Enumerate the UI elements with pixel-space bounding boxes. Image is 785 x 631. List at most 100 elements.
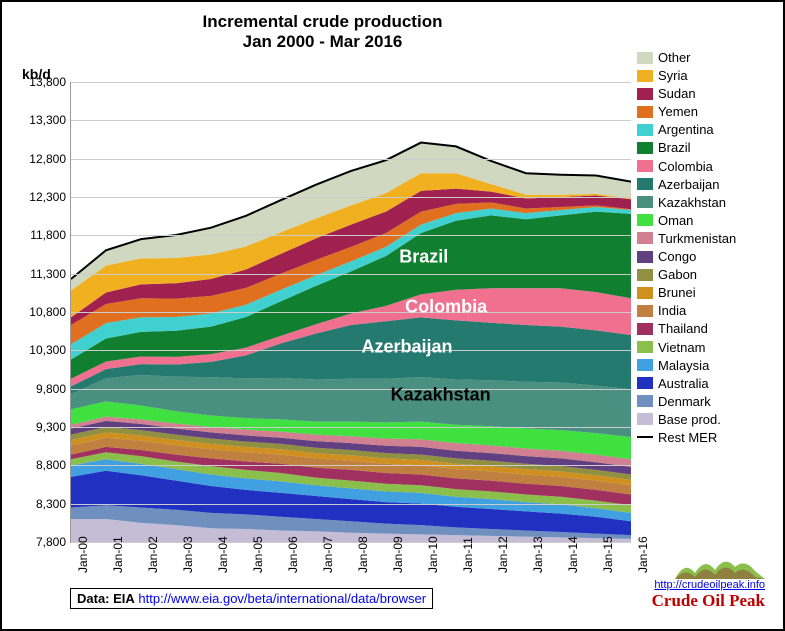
ytick-label: 8,300 — [21, 497, 66, 511]
legend-label: Yemen — [658, 104, 698, 119]
gridline-h — [71, 350, 631, 351]
branding: http://crudeoilpeak.info Crude Oil Peak — [652, 555, 765, 611]
legend-item: Azerbaijan — [637, 177, 767, 192]
legend-item: Rest MER — [637, 430, 767, 445]
legend-label: Australia — [658, 376, 709, 391]
legend-label: Oman — [658, 213, 693, 228]
ytick-label: 10,800 — [21, 305, 66, 319]
legend-item: India — [637, 303, 767, 318]
legend-item: Kazakhstan — [637, 195, 767, 210]
legend-item: Thailand — [637, 321, 767, 336]
legend-swatch — [637, 196, 653, 208]
legend-label: Congo — [658, 249, 696, 264]
legend-swatch — [637, 323, 653, 335]
gridline-h — [71, 427, 631, 428]
legend-label: Gabon — [658, 267, 697, 282]
ytick-label: 10,300 — [21, 343, 66, 357]
xtick-label: Jan-09 — [391, 536, 405, 573]
legend-label: Azerbaijan — [658, 177, 719, 192]
legend-item: Colombia — [637, 159, 767, 174]
gridline-h — [71, 312, 631, 313]
branding-logo-icon — [675, 555, 765, 579]
legend-item: Vietnam — [637, 340, 767, 355]
legend-item: Base prod. — [637, 412, 767, 427]
xtick-label: Jan-13 — [531, 536, 545, 573]
title-line1: Incremental crude production — [203, 12, 443, 31]
xtick-label: Jan-14 — [566, 536, 580, 573]
legend-item: Brunei — [637, 285, 767, 300]
legend-label: Other — [658, 50, 691, 65]
plot-area: 7,8008,3008,8009,3009,80010,30010,80011,… — [70, 82, 631, 543]
legend-swatch — [637, 395, 653, 407]
legend-label: Malaysia — [658, 358, 709, 373]
gridline-h — [71, 274, 631, 275]
xtick-label: Jan-02 — [146, 536, 160, 573]
legend-swatch — [637, 305, 653, 317]
legend-item: Congo — [637, 249, 767, 264]
legend-label: Denmark — [658, 394, 711, 409]
legend-label: Thailand — [658, 321, 708, 336]
legend: Other Syria Sudan Yemen Argentina Brazil Colom… — [637, 50, 767, 448]
legend-item: Syria — [637, 68, 767, 83]
legend-swatch — [637, 142, 653, 154]
legend-item: Brazil — [637, 140, 767, 155]
xtick-label: Jan-04 — [216, 536, 230, 573]
legend-swatch — [637, 287, 653, 299]
gridline-h — [71, 504, 631, 505]
legend-line-swatch — [637, 436, 653, 438]
legend-item: Sudan — [637, 86, 767, 101]
legend-item: Other — [637, 50, 767, 65]
branding-site[interactable]: http://crudeoilpeak.info — [652, 579, 765, 591]
legend-swatch — [637, 232, 653, 244]
xtick-label: Jan-07 — [321, 536, 335, 573]
legend-label: Brunei — [658, 285, 696, 300]
ytick-label: 9,300 — [21, 420, 66, 434]
legend-swatch — [637, 214, 653, 226]
gridline-h — [71, 389, 631, 390]
legend-item: Yemen — [637, 104, 767, 119]
legend-swatch — [637, 377, 653, 389]
xtick-label: Jan-01 — [111, 536, 125, 573]
legend-item: Turkmenistan — [637, 231, 767, 246]
xtick-label: Jan-16 — [636, 536, 650, 573]
ytick-label: 7,800 — [21, 535, 66, 549]
xtick-label: Jan-11 — [461, 537, 475, 573]
legend-item: Argentina — [637, 122, 767, 137]
gridline-h — [71, 197, 631, 198]
legend-swatch — [637, 88, 653, 100]
ytick-label: 11,800 — [21, 228, 66, 242]
legend-label: Turkmenistan — [658, 231, 736, 246]
gridline-h — [71, 82, 631, 83]
legend-item: Oman — [637, 213, 767, 228]
ytick-label: 13,300 — [21, 113, 66, 127]
ytick-label: 9,800 — [21, 382, 66, 396]
ytick-label: 12,800 — [21, 152, 66, 166]
legend-swatch — [637, 178, 653, 190]
legend-swatch — [637, 341, 653, 353]
legend-label: Vietnam — [658, 340, 705, 355]
xtick-label: Jan-00 — [76, 536, 90, 573]
legend-swatch — [637, 251, 653, 263]
legend-label: Argentina — [658, 122, 714, 137]
gridline-h — [71, 120, 631, 121]
legend-label: Kazakhstan — [658, 195, 726, 210]
gridline-h — [71, 465, 631, 466]
title-line2: Jan 2000 - Mar 2016 — [243, 32, 403, 51]
legend-swatch — [637, 124, 653, 136]
legend-label: Rest MER — [658, 430, 717, 445]
chart-title: Incremental crude production Jan 2000 - … — [0, 12, 775, 53]
legend-item: Denmark — [637, 394, 767, 409]
xtick-label: Jan-06 — [286, 536, 300, 573]
xtick-label: Jan-03 — [181, 536, 195, 573]
ytick-label: 13,800 — [21, 75, 66, 89]
legend-label: India — [658, 303, 686, 318]
legend-swatch — [637, 70, 653, 82]
data-source-url[interactable]: http://www.eia.gov/beta/international/da… — [138, 591, 426, 606]
legend-label: Syria — [658, 68, 688, 83]
data-source-box: Data: EIA http://www.eia.gov/beta/intern… — [70, 588, 433, 609]
branding-name: Crude Oil Peak — [652, 591, 765, 611]
legend-label: Sudan — [658, 86, 696, 101]
legend-swatch — [637, 106, 653, 118]
xtick-label: Jan-12 — [496, 536, 510, 573]
legend-swatch — [637, 269, 653, 281]
